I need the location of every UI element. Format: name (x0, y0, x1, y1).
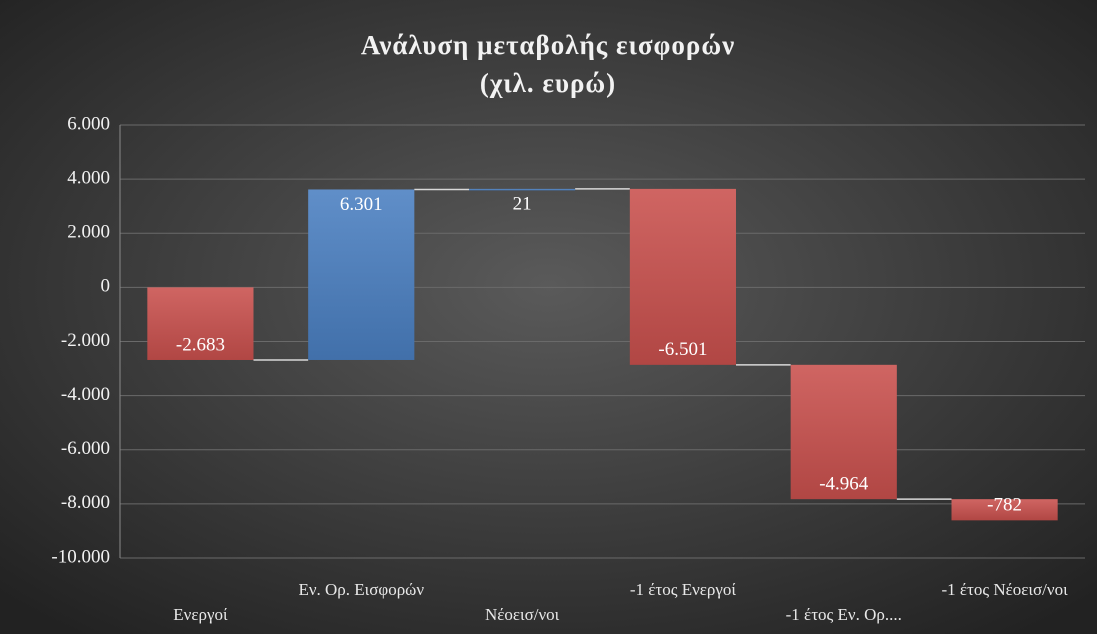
y-tick-label: -8.000 (61, 492, 110, 513)
bar-shade (147, 287, 254, 360)
y-tick-label: -10.000 (51, 546, 110, 567)
bar-shade (308, 189, 415, 360)
bar-shade (469, 188, 576, 191)
x-tick-label: Ενεργοί (173, 605, 228, 624)
value-label: 6.301 (340, 194, 383, 215)
value-label: -782 (987, 495, 1022, 516)
bar-shade (629, 188, 736, 365)
x-tick-label: -1 έτος Νέοεισ/νοι (942, 580, 1069, 599)
y-tick-label: 2.000 (67, 222, 110, 243)
bar-shade (790, 364, 897, 500)
x-tick-label: -1 έτος Εν. Ορ.... (786, 605, 902, 624)
y-tick-label: 6.000 (67, 113, 110, 134)
x-tick-label: -1 έτος Ενεργοί (630, 580, 737, 599)
value-label: 21 (513, 193, 532, 214)
y-tick-label: -4.000 (61, 384, 110, 405)
x-tick-label: Εν. Ορ. Εισφορών (298, 580, 424, 599)
x-tick-label: Νέοεισ/νοι (485, 605, 560, 624)
bar-shade (951, 499, 1058, 521)
value-label: -4.964 (819, 474, 869, 495)
value-label: -6.501 (658, 339, 707, 360)
y-tick-label: 4.000 (67, 167, 110, 188)
chart-subtitle: (χιλ. ευρώ) (480, 68, 616, 98)
y-tick-label: -6.000 (61, 438, 110, 459)
y-tick-label: 0 (101, 276, 111, 297)
y-tick-label: -2.000 (61, 330, 110, 351)
value-label: -2.683 (176, 334, 225, 355)
chart-title: Ανάλυση μεταβολής εισφορών (361, 30, 735, 60)
